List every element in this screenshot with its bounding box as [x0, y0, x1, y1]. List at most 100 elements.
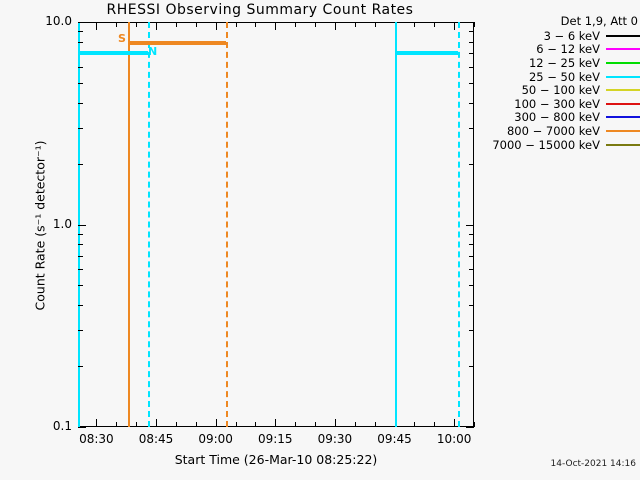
axis-tick — [474, 22, 475, 27]
axis-tick — [469, 42, 474, 43]
y-tick-label: 10.0 — [45, 14, 72, 28]
axis-tick — [275, 419, 276, 427]
axis-tick — [156, 419, 157, 427]
y-axis-title: Count Rate (s⁻¹ detector⁻¹) — [32, 140, 48, 311]
axis-tick — [434, 22, 435, 27]
axis-tick — [469, 269, 474, 270]
axis-tick — [78, 366, 83, 367]
axis-tick — [78, 42, 83, 43]
axis-tick — [466, 22, 474, 23]
axis-tick — [315, 422, 316, 427]
axis-tick — [295, 22, 296, 27]
legend-color-swatch — [606, 102, 640, 105]
x-tick-label: 09:45 — [377, 432, 412, 446]
axis-tick — [315, 22, 316, 27]
legend-item-label: 800 − 7000 keV — [506, 123, 600, 138]
axis-tick — [78, 31, 83, 32]
event-marker-line — [458, 22, 460, 427]
axis-tick — [236, 422, 237, 427]
plot-annotation-n: N — [148, 45, 158, 58]
legend-item-label: 300 − 800 keV — [514, 110, 600, 125]
axis-tick — [469, 330, 474, 331]
x-tick-label: 08:45 — [138, 432, 174, 446]
axis-tick — [355, 422, 356, 427]
y-tick-label: 0.1 — [52, 419, 72, 433]
axis-tick — [469, 83, 474, 84]
legend-color-swatch — [606, 61, 640, 64]
axis-tick — [136, 422, 137, 427]
axis-tick — [275, 22, 276, 30]
data-series-segment — [394, 51, 459, 56]
legend-color-swatch — [606, 75, 640, 78]
x-axis-title: Start Time (26-Mar-10 08:25:22) — [174, 452, 378, 467]
axis-tick — [255, 22, 256, 27]
axis-tick — [414, 422, 415, 427]
axis-tick — [469, 128, 474, 129]
axis-tick — [216, 419, 217, 427]
axis-tick — [78, 164, 83, 165]
legend-item: 800 − 7000 keV — [478, 124, 640, 138]
chart-title: RHESSI Observing Summary Count Rates — [106, 2, 414, 18]
x-tick-label: 09:00 — [198, 432, 233, 446]
axis-tick — [78, 244, 83, 245]
axis-tick — [78, 67, 83, 68]
legend-item: 50 − 100 keV — [478, 83, 640, 97]
axis-tick — [335, 419, 336, 427]
axis-tick — [454, 22, 455, 30]
legend-item-label: 50 − 100 keV — [521, 83, 600, 98]
plot-annotation-s: S — [118, 32, 126, 45]
event-marker-line — [148, 22, 150, 427]
x-tick-label: 09:15 — [257, 432, 293, 446]
legend-item: 6 − 12 keV — [478, 42, 640, 56]
axis-tick — [78, 234, 83, 235]
axis-tick — [136, 22, 137, 27]
axis-tick — [176, 22, 177, 27]
axis-tick — [474, 422, 475, 427]
axis-tick — [196, 22, 197, 27]
axis-tick — [236, 22, 237, 27]
axis-tick — [78, 22, 86, 23]
axis-tick — [78, 285, 83, 286]
axis-tick — [96, 419, 97, 427]
legend-item-label: 12 − 25 keV — [528, 55, 600, 70]
legend-color-swatch — [606, 129, 640, 132]
axis-tick — [469, 67, 474, 68]
legend-color-swatch — [606, 34, 640, 37]
axis-tick — [78, 128, 83, 129]
data-series-segment — [128, 40, 226, 45]
axis-tick — [466, 225, 474, 226]
axis-tick — [355, 22, 356, 27]
legend-color-swatch — [606, 143, 640, 146]
legend-item-label: 25 − 50 keV — [528, 69, 600, 84]
axis-tick — [78, 103, 83, 104]
plot-frame — [78, 22, 474, 427]
y-tick-label: 1.0 — [52, 216, 72, 231]
axis-tick — [78, 225, 86, 226]
data-series-segment — [78, 51, 149, 56]
axis-tick — [434, 422, 435, 427]
axis-tick — [156, 22, 157, 30]
legend-color-swatch — [606, 89, 640, 92]
event-marker-line — [395, 22, 397, 427]
axis-tick — [375, 22, 376, 27]
x-tick-label: 08:30 — [79, 432, 114, 446]
axis-tick — [375, 422, 376, 427]
legend-color-swatch — [606, 48, 640, 51]
axis-tick — [466, 427, 474, 428]
axis-tick — [335, 22, 336, 30]
legend-item-label: 7000 − 15000 keV — [492, 137, 600, 152]
axis-tick — [469, 234, 474, 235]
axis-tick — [469, 53, 474, 54]
legend-item: 12 − 25 keV — [478, 56, 640, 70]
axis-tick — [78, 269, 83, 270]
axis-tick — [78, 256, 83, 257]
axis-tick — [196, 422, 197, 427]
axis-tick — [469, 305, 474, 306]
legend-item: 25 − 50 keV — [478, 70, 640, 84]
legend-color-swatch — [606, 116, 640, 119]
render-timestamp: 14-Oct-2021 14:16 — [550, 459, 636, 469]
legend-item: 100 − 300 keV — [478, 97, 640, 111]
legend-header: Det 1,9, Att 0 — [560, 14, 638, 28]
axis-tick — [116, 22, 117, 27]
